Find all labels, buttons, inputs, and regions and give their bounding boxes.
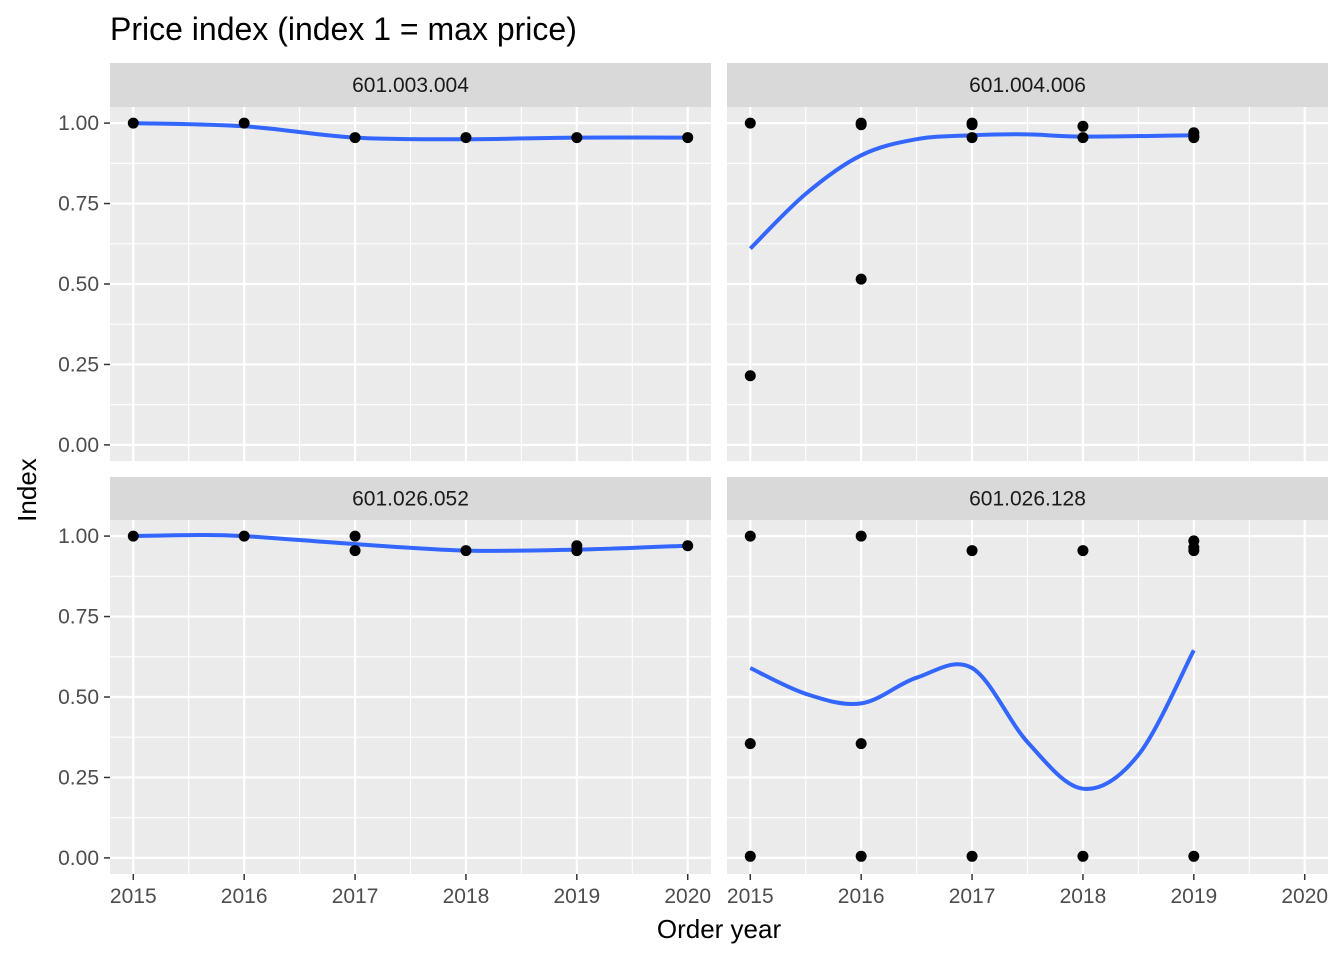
data-point [744, 370, 756, 382]
facet-strip-label: 601.004.006 [969, 74, 1086, 97]
data-point [460, 132, 472, 144]
x-tick-label: 2015 [110, 885, 157, 908]
data-point [238, 530, 250, 542]
data-point [744, 530, 756, 542]
data-point [1077, 545, 1089, 557]
y-tick-label: 0.25 [58, 766, 99, 789]
axes: 0.00 0.25 0.50 0.75 1.00 0.00 0.25 0.50 0.75 1.00… [58, 112, 1328, 908]
facet-strip [727, 63, 1328, 107]
data-point [744, 850, 756, 862]
data-point [855, 850, 867, 862]
x-axis-title: Order year [657, 914, 782, 944]
x-tick-label: 2019 [1170, 885, 1217, 908]
y-tick-label: 0.75 [58, 193, 99, 216]
x-tick-label: 2017 [949, 885, 996, 908]
data-point [966, 119, 978, 131]
y-tick-label: 0.00 [58, 434, 99, 457]
data-point [1188, 545, 1200, 557]
data-point [1188, 850, 1200, 862]
y-axis-title: Index [12, 458, 42, 522]
data-point [127, 117, 139, 129]
smooth-line [749, 649, 1196, 791]
x-tick-label: 2019 [553, 885, 600, 908]
x-tick-label: 2018 [1060, 885, 1107, 908]
data-point [460, 545, 472, 557]
facet-strip-label: 601.003.004 [352, 74, 469, 97]
facet-panel: 601.003.004 [110, 63, 711, 461]
data-point [966, 850, 978, 862]
x-tick-label: 2016 [221, 885, 268, 908]
data-point [855, 119, 867, 131]
y-tick-label: 0.50 [58, 686, 99, 709]
x-tick-label: 2020 [1281, 885, 1328, 908]
data-point [571, 132, 583, 144]
data-point [127, 530, 139, 542]
facet-strip [110, 477, 711, 520]
data-point [682, 132, 694, 144]
data-point [855, 738, 867, 750]
data-point [1077, 120, 1089, 132]
x-tick-label: 2016 [838, 885, 885, 908]
y-tick-label: 0.25 [58, 353, 99, 376]
facet-strip-label: 601.026.128 [969, 488, 1086, 511]
data-point [349, 530, 361, 542]
x-tick-label: 2015 [727, 885, 774, 908]
data-point [238, 117, 250, 129]
data-point [1188, 132, 1200, 144]
y-tick-label: 1.00 [58, 112, 99, 135]
facet-strip-label: 601.026.052 [352, 488, 469, 511]
y-tick-label: 0.00 [58, 847, 99, 870]
facet-panel: 601.026.052 [110, 477, 711, 874]
data-point [744, 117, 756, 129]
smooth-line [133, 121, 688, 142]
chart-title: Price index (index 1 = max price) [110, 11, 577, 47]
data-point [744, 738, 756, 750]
x-tick-label: 2017 [332, 885, 379, 908]
data-point [682, 540, 694, 552]
data-point [1077, 850, 1089, 862]
data-point [855, 530, 867, 542]
data-point [966, 545, 978, 557]
data-point [1077, 132, 1089, 144]
facet-strip [727, 477, 1328, 520]
data-point [855, 273, 867, 285]
y-tick-label: 1.00 [58, 525, 99, 548]
x-tick-label: 2020 [664, 885, 711, 908]
data-point [349, 545, 361, 557]
data-point [966, 132, 978, 144]
y-tick-label: 0.50 [58, 273, 99, 296]
data-point [349, 132, 361, 144]
facet-panels: 601.003.004 601.004.006 601.026.052 601.026… [110, 63, 1328, 874]
facet-panel: 601.026.128 [727, 477, 1328, 874]
y-tick-label: 0.75 [58, 606, 99, 629]
data-point [571, 545, 583, 557]
facet-panel: 601.004.006 [727, 63, 1328, 461]
x-tick-label: 2018 [443, 885, 490, 908]
facet-strip [110, 63, 711, 107]
